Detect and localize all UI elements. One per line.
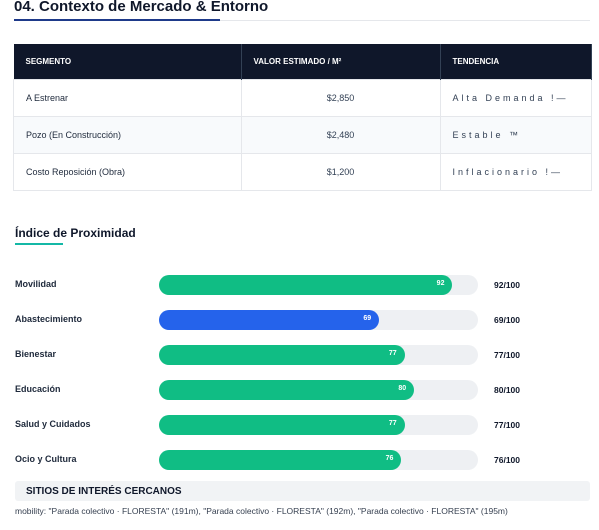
- value: $1,200: [240, 153, 441, 191]
- table-row: A Estrenar $2,850 Alta Demanda !—: [13, 79, 592, 117]
- bar-track: 77: [159, 345, 478, 365]
- sites-box: [15, 481, 590, 501]
- section-title: 04. Contexto de Mercado & Entorno: [14, 0, 269, 15]
- bar-track: 92: [159, 275, 478, 295]
- bar-value: 77: [388, 420, 397, 427]
- segment: Costo Reposición (Obra): [13, 153, 242, 191]
- item-label: Salud y Cuidados: [15, 419, 91, 429]
- bar-value: 80: [398, 385, 407, 392]
- bar-fill: 76: [159, 450, 402, 470]
- score-label: 76/100: [494, 455, 520, 465]
- title-rule: [220, 20, 590, 21]
- bar-fill: 77: [159, 345, 405, 365]
- bar-fill: 92: [159, 275, 453, 295]
- title-underline: [14, 19, 220, 21]
- bar-track: 80: [159, 380, 478, 400]
- column-header: VALOR ESTIMADO / M²: [241, 44, 441, 80]
- table-row: Pozo (En Construcción) $2,480 Estable ™: [13, 116, 592, 154]
- bar-value: 92: [436, 280, 445, 287]
- segment: A Estrenar: [13, 79, 242, 117]
- score-label: 69/100: [494, 315, 520, 325]
- bar-track: 69: [159, 310, 478, 330]
- bar-fill: 80: [159, 380, 415, 400]
- bar-track: 76: [159, 450, 478, 470]
- bar-fill: 69: [159, 310, 380, 330]
- item-label: Ocio y Cultura: [15, 454, 77, 464]
- value: $2,480: [240, 116, 441, 154]
- trend: Alta Demanda !—: [439, 79, 592, 117]
- item-label: Movilidad: [15, 279, 57, 289]
- score-label: 77/100: [494, 350, 520, 360]
- score-label: 80/100: [494, 385, 520, 395]
- item-label: Bienestar: [15, 349, 57, 359]
- bar-value: 69: [363, 315, 372, 322]
- item-label: Educación: [15, 384, 61, 394]
- proximity-title: Índice de Proximidad: [15, 226, 136, 240]
- value: $2,850: [240, 79, 441, 117]
- market-table: SEGMENTO VALOR ESTIMADO / M² TENDENCIA A Es…: [13, 44, 592, 191]
- bar-value: 76: [385, 455, 394, 462]
- bar-fill: 77: [159, 415, 405, 435]
- segment: Pozo (En Construcción): [13, 116, 242, 154]
- score-label: 77/100: [494, 420, 520, 430]
- table-row: Costo Reposición (Obra) $1,200 Inflacionar…: [13, 153, 592, 191]
- trend: Estable ™: [439, 116, 592, 154]
- trend: Inflacionario !—: [439, 153, 592, 191]
- item-label: Abastecimiento: [15, 314, 83, 324]
- bar-value: 77: [388, 350, 397, 357]
- sites-text: mobility: "Parada colectivo · FLORESTA" …: [15, 506, 508, 516]
- bar-track: 77: [159, 415, 478, 435]
- score-label: 92/100: [494, 280, 520, 290]
- proximity-underline: [15, 243, 63, 245]
- sites-title: SITIOS DE INTERÉS CERCANOS: [26, 486, 182, 497]
- column-header: TENDENCIA: [440, 44, 592, 80]
- column-header: SEGMENTO: [13, 44, 242, 80]
